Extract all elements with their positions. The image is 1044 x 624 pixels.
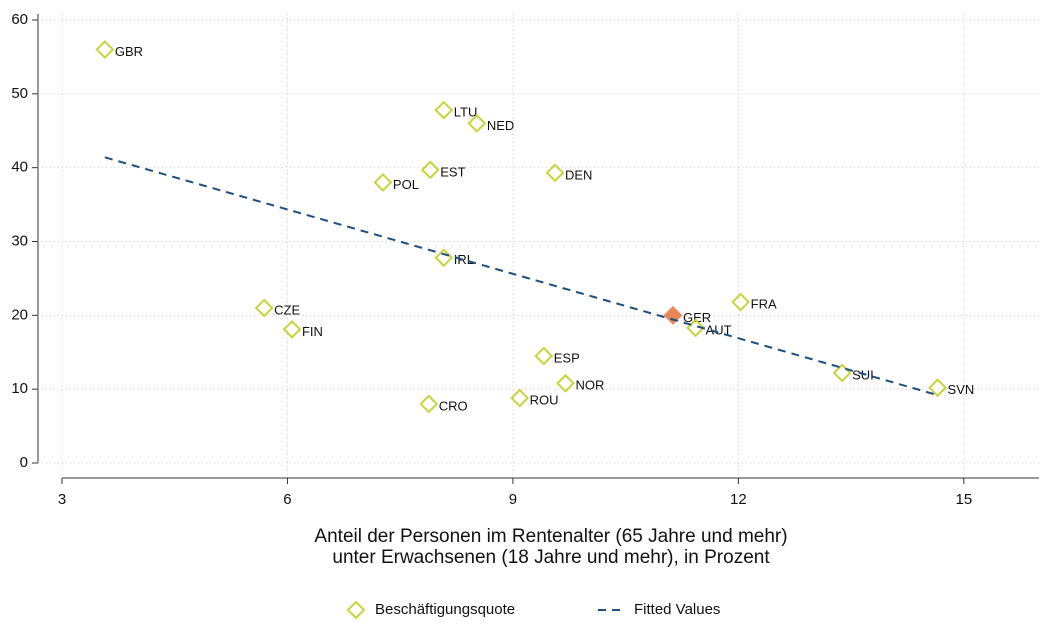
point-label: FRA <box>751 296 777 311</box>
point-label: NOR <box>576 378 605 393</box>
point <box>534 346 554 366</box>
point <box>434 248 454 268</box>
point <box>467 113 487 133</box>
point <box>556 373 575 393</box>
y-tick-label: 20 <box>11 306 28 323</box>
point <box>95 40 115 59</box>
point <box>731 292 751 312</box>
point <box>254 298 274 318</box>
x-axis-label: Anteil der Personen im Rentenalter (65 J… <box>314 526 787 547</box>
legend-label: Fitted Values <box>634 601 720 618</box>
point-label: LTU <box>454 105 478 120</box>
y-tick-label: 10 <box>11 380 28 397</box>
y-tick-label: 0 <box>20 454 28 471</box>
y-tick-label: 60 <box>11 11 28 28</box>
point-label: SVN <box>948 382 975 397</box>
x-tick-label: 12 <box>730 491 747 508</box>
x-axis-label: unter Erwachsenen (18 Jahre und mehr), i… <box>332 547 770 568</box>
point-label: ESP <box>554 350 580 365</box>
y-tick-label: 30 <box>11 232 28 249</box>
point-label: GER <box>683 310 711 325</box>
y-tick-label: 40 <box>11 159 28 176</box>
point <box>545 163 565 183</box>
point-label: FIN <box>302 324 323 339</box>
point-label: EST <box>440 164 465 179</box>
point-label: SUI <box>852 367 874 382</box>
legend-label: Beschäftigungsquote <box>375 601 515 618</box>
point-label: POL <box>393 177 419 192</box>
y-tick-label: 50 <box>11 85 28 102</box>
point-label: DEN <box>565 167 592 182</box>
x-tick-label: 3 <box>58 491 66 508</box>
x-tick-label: 6 <box>283 491 291 508</box>
point <box>663 305 683 325</box>
point-label: GBR <box>115 44 143 59</box>
point-label: CZE <box>274 302 300 317</box>
legend-marker <box>346 600 366 620</box>
point-label: CRO <box>439 398 468 413</box>
fit-line <box>104 156 938 397</box>
point <box>282 319 302 339</box>
point <box>510 388 530 408</box>
x-tick-label: 9 <box>509 491 517 508</box>
point-label: ROU <box>530 392 559 407</box>
point <box>434 100 454 120</box>
point <box>928 378 947 398</box>
point-label: IRL <box>454 252 474 267</box>
point <box>373 173 393 192</box>
point <box>832 363 852 383</box>
x-tick-label: 15 <box>956 491 973 508</box>
point <box>419 394 439 414</box>
point <box>420 160 440 180</box>
point-label: NED <box>487 118 514 133</box>
